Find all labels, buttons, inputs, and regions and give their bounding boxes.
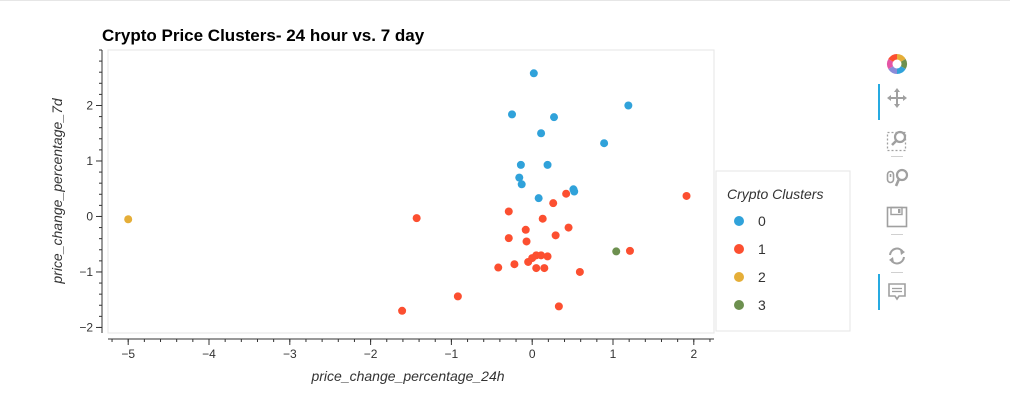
data-point-cluster-1[interactable] — [537, 251, 546, 260]
data-point-cluster-1[interactable] — [453, 292, 462, 301]
data-point-cluster-1[interactable] — [538, 214, 547, 223]
y-tick-label: 0 — [86, 209, 93, 223]
x-tick-label: 1 — [610, 347, 617, 361]
data-point-cluster-0[interactable] — [537, 129, 546, 138]
data-point-cluster-0[interactable] — [534, 194, 543, 203]
data-point-cluster-1[interactable] — [625, 246, 634, 255]
x-tick-label: −5 — [121, 347, 135, 361]
y-tick-label: −1 — [79, 265, 93, 279]
data-point-cluster-1[interactable] — [551, 231, 560, 240]
data-point-cluster-1[interactable] — [564, 223, 573, 232]
wheel-zoom-icon — [886, 168, 909, 187]
legend-title: Crypto Clusters — [727, 186, 823, 202]
data-point-cluster-1[interactable] — [521, 225, 530, 234]
scatter-chart: Crypto Price Clusters- 24 hour vs. 7 day… — [49, 26, 851, 384]
legend: Crypto Clusters 0 1 2 3 — [715, 170, 851, 332]
x-tick-label: −4 — [202, 347, 216, 361]
pan-tool-button[interactable] — [876, 84, 916, 120]
hover-icon — [888, 283, 906, 301]
pan-icon — [887, 88, 907, 108]
data-point-cluster-0[interactable] — [517, 180, 526, 189]
y-tick-label: 2 — [86, 98, 93, 112]
wheel-zoom-tool-button[interactable] — [876, 164, 916, 194]
data-point-cluster-1[interactable] — [540, 264, 549, 273]
active-indicator — [878, 84, 880, 120]
toolbar-separator — [891, 272, 903, 273]
legend-swatch-2 — [734, 272, 744, 282]
data-point-cluster-1[interactable] — [504, 207, 513, 216]
legend-label-3: 3 — [758, 297, 766, 313]
x-tick-label: −3 — [283, 347, 297, 361]
data-point-cluster-1[interactable] — [524, 257, 533, 266]
scatter-points — [124, 69, 691, 315]
x-tick-label: 0 — [529, 347, 536, 361]
data-point-cluster-3[interactable] — [612, 247, 621, 256]
top-divider — [0, 0, 1010, 1]
toolbar-separator — [891, 234, 903, 235]
data-point-cluster-0[interactable] — [516, 160, 525, 169]
data-point-cluster-1[interactable] — [522, 237, 531, 246]
x-tick-label: −2 — [364, 347, 378, 361]
active-indicator — [878, 274, 880, 310]
y-axis-label: price_change_percentage_7d — [49, 97, 65, 284]
data-point-cluster-1[interactable] — [562, 189, 571, 198]
data-point-cluster-0[interactable] — [570, 187, 579, 196]
legend-swatch-1 — [734, 244, 744, 254]
legend-label-0: 0 — [758, 213, 766, 229]
data-point-cluster-1[interactable] — [543, 252, 552, 261]
data-point-cluster-1[interactable] — [575, 267, 584, 276]
box-zoom-tool-button[interactable] — [876, 125, 916, 155]
data-point-cluster-1[interactable] — [549, 199, 558, 208]
data-point-cluster-1[interactable] — [504, 234, 513, 243]
box-zoom-icon — [886, 130, 907, 152]
hover-tool-button[interactable] — [876, 274, 916, 310]
bokeh-logo[interactable] — [876, 50, 916, 80]
legend-swatch-3 — [734, 300, 744, 310]
data-point-cluster-1[interactable] — [494, 263, 503, 272]
data-point-cluster-0[interactable] — [543, 160, 552, 169]
data-point-cluster-1[interactable] — [398, 306, 407, 315]
reset-tool-button[interactable] — [876, 242, 916, 272]
data-point-cluster-1[interactable] — [510, 260, 519, 269]
plot-area[interactable] — [107, 49, 715, 334]
legend-label-1: 1 — [758, 241, 766, 257]
data-point-cluster-2[interactable] — [124, 215, 133, 224]
bokeh-logo-icon — [887, 54, 907, 74]
data-point-cluster-1[interactable] — [554, 302, 563, 311]
data-point-cluster-0[interactable] — [624, 101, 633, 110]
y-axis: −2 −1 0 1 2 — [79, 49, 103, 334]
save-tool-button[interactable] — [876, 203, 916, 233]
y-tick-label: −2 — [79, 320, 93, 334]
y-tick-label: 1 — [86, 154, 93, 168]
data-point-cluster-0[interactable] — [600, 139, 609, 148]
x-tick-label: 2 — [690, 347, 697, 361]
data-point-cluster-1[interactable] — [532, 264, 541, 273]
x-axis-label: price_change_percentage_24h — [310, 368, 504, 384]
legend-label-2: 2 — [758, 269, 766, 285]
toolbar-separator — [891, 156, 903, 157]
data-point-cluster-1[interactable] — [682, 191, 691, 200]
chart-title: Crypto Price Clusters- 24 hour vs. 7 day — [102, 26, 425, 45]
data-point-cluster-0[interactable] — [515, 173, 524, 182]
data-point-cluster-0[interactable] — [508, 110, 516, 119]
data-point-cluster-1[interactable] — [412, 214, 421, 223]
data-point-cluster-0[interactable] — [529, 69, 538, 78]
save-icon — [886, 206, 908, 228]
data-point-cluster-0[interactable] — [550, 113, 559, 122]
x-axis: −5 −4 −3 −2 −1 0 1 2 — [108, 338, 714, 361]
legend-swatch-0 — [734, 216, 744, 226]
x-tick-label: −1 — [445, 347, 459, 361]
reset-icon — [889, 247, 905, 265]
